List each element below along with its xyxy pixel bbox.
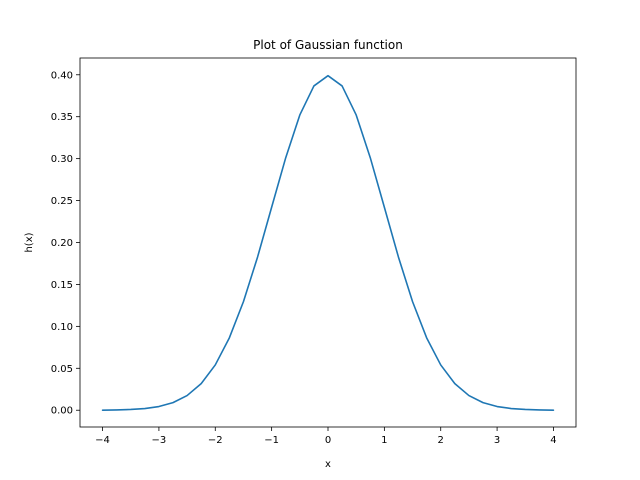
series-line-0 [101, 74, 555, 411]
chart-title: Plot of Gaussian function [253, 38, 403, 52]
y-tick-label: 0.30 [51, 154, 73, 165]
y-tick-label: 0.40 [51, 70, 73, 81]
x-tick-label: 0 [325, 435, 331, 446]
y-tick-label: 0.15 [51, 280, 73, 291]
y-axis: 0.00 0.05 0.10 0.15 0.20 0.25 0.30 0.35 0.40 [51, 70, 80, 417]
y-tick-label: 0.00 [51, 406, 73, 417]
x-tick-label: −3 [152, 435, 167, 446]
plot-area [101, 74, 555, 411]
x-tick-label: −2 [208, 435, 223, 446]
x-tick-label: 1 [381, 435, 387, 446]
x-axis: −4 −3 −2 −1 0 1 2 3 4 [95, 427, 557, 446]
y-tick-label: 0.25 [51, 196, 73, 207]
x-axis-label: x [325, 459, 331, 470]
y-tick-label: 0.05 [51, 364, 73, 375]
y-tick-label: 0.35 [51, 112, 73, 123]
x-tick-label: 2 [438, 435, 444, 446]
x-tick-label: −4 [95, 435, 110, 446]
x-tick-label: 4 [550, 435, 556, 446]
x-tick-label: −1 [264, 435, 279, 446]
y-tick-label: 0.10 [51, 322, 73, 333]
x-tick-label: 3 [494, 435, 500, 446]
y-axis-label: h(x) [24, 232, 35, 252]
y-tick-label: 0.20 [51, 238, 73, 249]
